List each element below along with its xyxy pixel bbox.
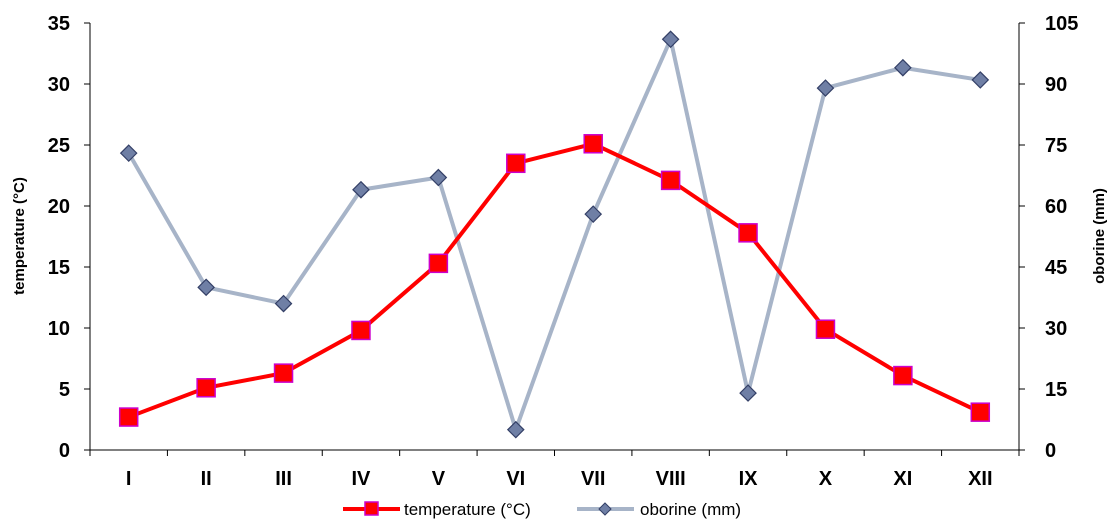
right-tick-label: 90 — [1045, 74, 1067, 96]
y-left-axis-title: temperature (°C) — [11, 177, 28, 295]
x-tick-label: VIII — [656, 468, 686, 490]
left-tick-label: 0 — [59, 440, 70, 462]
data-point-temperature — [506, 153, 526, 174]
data-point-oborine — [506, 420, 525, 439]
data-point-temperature — [970, 402, 991, 422]
data-point-oborine — [352, 180, 370, 199]
legend-label-oborine: oborine (mm) — [640, 500, 741, 519]
data-point-oborine — [197, 278, 215, 297]
x-tick-label: X — [819, 468, 833, 490]
right-tick-label: 45 — [1045, 257, 1067, 279]
x-axis-ticks: I II III IV V VI VII VIII IX X XI XII — [89, 450, 1020, 490]
x-tick-label: XI — [893, 468, 912, 490]
right-tick-label: 15 — [1045, 379, 1067, 401]
data-point-temperature — [815, 319, 836, 339]
legend-marker-temperature — [364, 501, 379, 516]
left-tick-label: 10 — [48, 318, 70, 340]
left-tick-label: 35 — [48, 13, 70, 35]
left-axis-ticks: 0 5 10 15 20 25 30 35 — [48, 13, 90, 462]
series-line — [126, 37, 981, 432]
right-tick-label: 75 — [1045, 135, 1067, 157]
right-tick-label: 105 — [1045, 13, 1078, 35]
series-layer — [118, 30, 991, 439]
data-point-temperature — [118, 407, 139, 427]
x-tick-label: V — [432, 468, 446, 490]
data-point-oborine — [739, 384, 757, 402]
x-tick-label: VI — [506, 468, 525, 490]
left-tick-label: 5 — [59, 379, 70, 401]
data-point-temperature — [196, 378, 216, 398]
left-tick-label: 20 — [48, 196, 70, 218]
data-point-temperature — [738, 223, 758, 243]
plot-frame — [89, 23, 1020, 451]
data-point-temperature — [273, 363, 294, 383]
x-tick-label: IX — [739, 468, 759, 490]
data-point-oborine — [816, 79, 835, 97]
right-tick-label: 60 — [1045, 196, 1067, 218]
data-point-oborine — [429, 168, 448, 187]
right-tick-label: 30 — [1045, 318, 1067, 340]
data-point-oborine — [661, 30, 680, 49]
x-tick-label: III — [275, 468, 292, 490]
series-line — [128, 141, 982, 419]
data-point-temperature — [660, 170, 681, 191]
right-tick-label: 0 — [1045, 440, 1056, 462]
left-tick-label: 15 — [48, 257, 70, 279]
data-point-oborine — [894, 58, 912, 77]
right-axis-ticks: 0 15 30 45 60 75 90 105 — [1019, 13, 1078, 462]
data-point-oborine — [119, 144, 138, 162]
data-point-oborine — [274, 294, 293, 313]
series-temperature — [118, 134, 991, 427]
series-oborine — [119, 30, 990, 439]
data-point-temperature — [583, 134, 603, 154]
y-right-axis-title: oborine (mm) — [1091, 188, 1108, 284]
data-point-temperature — [428, 253, 449, 274]
data-point-temperature — [893, 365, 913, 386]
left-tick-label: 25 — [48, 135, 70, 157]
left-tick-label: 30 — [48, 74, 70, 96]
legend: temperature (°C) oborine (mm) — [343, 500, 741, 519]
x-tick-label: IV — [352, 468, 372, 490]
x-tick-label: XII — [968, 468, 992, 490]
x-tick-label: II — [201, 468, 212, 490]
data-point-temperature — [351, 320, 371, 341]
legend-marker-oborine — [598, 502, 612, 516]
x-tick-label: I — [126, 468, 132, 490]
legend-label-temperature: temperature (°C) — [404, 500, 531, 519]
data-point-oborine — [584, 205, 603, 223]
data-point-oborine — [971, 71, 990, 89]
x-tick-label: VII — [581, 468, 605, 490]
